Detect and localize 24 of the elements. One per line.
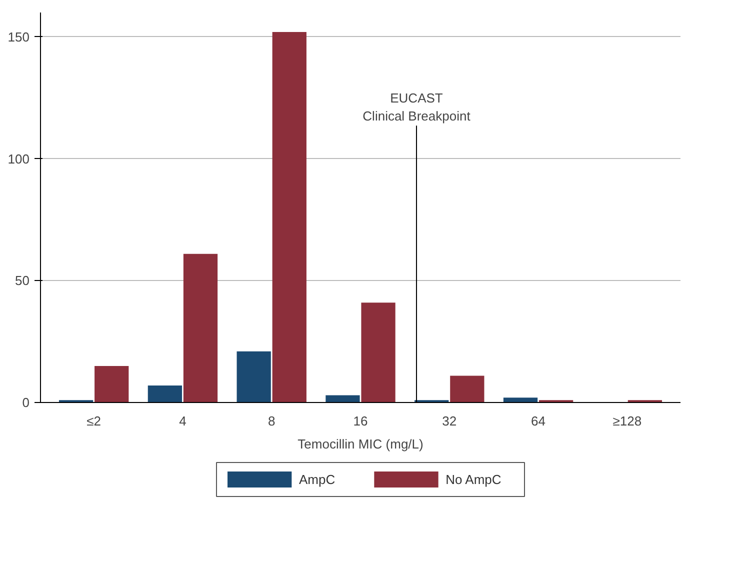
x-tick-label: ≤2 [86, 414, 102, 428]
bar [236, 351, 271, 402]
x-tick-label: 4 [179, 414, 186, 428]
x-axis-title: Temocillin MIC (mg/L) [298, 436, 424, 452]
x-tick-label: 16 [353, 414, 368, 428]
bar [361, 302, 396, 402]
bar [272, 32, 306, 402]
legend-label: No AmpC [446, 472, 502, 487]
y-tick-label: 0 [22, 395, 30, 410]
legend-label: AmpC [299, 472, 336, 487]
x-tick-label: 64 [531, 414, 546, 428]
bar [94, 366, 129, 402]
y-tick-label: 100 [8, 151, 30, 166]
bar [148, 385, 182, 402]
bar [503, 398, 538, 402]
x-tick-label: ≥128 [612, 414, 642, 428]
x-tick-label: 8 [268, 414, 276, 428]
x-tick-label: 32 [442, 414, 457, 428]
bar [326, 395, 360, 402]
y-tick-label: 150 [8, 29, 30, 44]
bar [450, 376, 484, 402]
y-tick-label: 50 [15, 273, 30, 288]
annotation: EUCAST Clinical Breakpoint [362, 90, 471, 124]
bar [183, 254, 218, 402]
